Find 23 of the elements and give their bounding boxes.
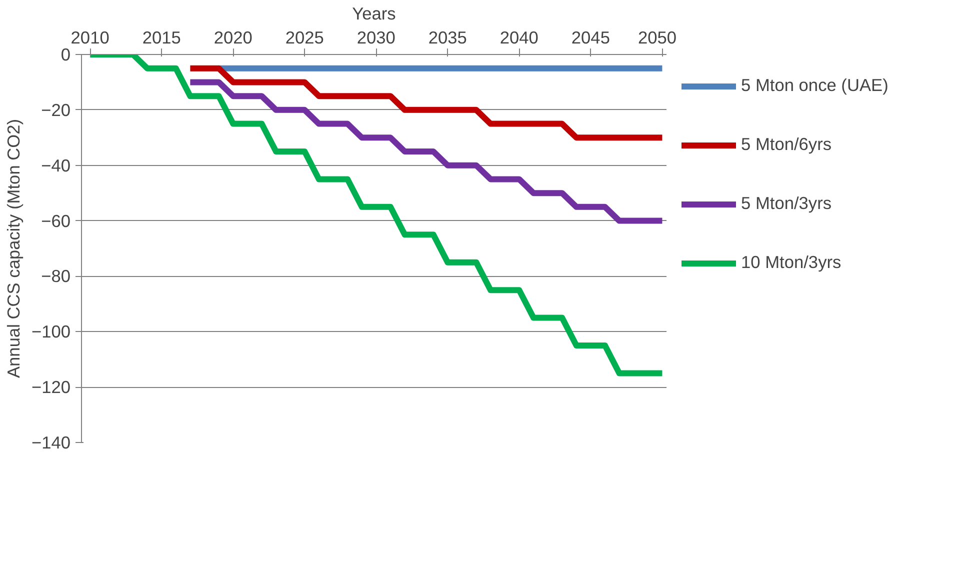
legend-label: 5 Mton/6yrs [741,134,832,155]
x-tick-label: 2025 [285,28,324,48]
y-tick-label: −100 [31,322,70,342]
y-tick-label: 0 [60,44,71,64]
x-tick-label: 2040 [500,28,538,48]
legend-label: 5 Mton once (UAE) [741,75,888,96]
y-axis-title: Annual CCS capacity (Mton CO2) [3,118,24,378]
y-tick-label: −140 [31,432,70,452]
x-tick-label: 2030 [356,28,396,48]
legend-label: 10 Mton/3yrs [741,252,842,273]
x-tick-label: 2010 [70,28,110,48]
x-tick-label: 2045 [571,28,610,48]
x-tick-label: 2015 [142,28,181,48]
x-tick-label: 2020 [214,28,252,48]
x-axis-title: Years [352,4,396,24]
x-tick-label: 2050 [638,28,677,48]
x-tick-label: 2035 [428,28,467,48]
y-tick-label: −80 [41,266,71,286]
y-tick-label: −40 [41,155,71,176]
y-tick-label: −120 [31,377,70,398]
legend-label: 5 Mton/3yrs [741,193,832,214]
y-tick-label: −60 [41,210,71,231]
y-tick-label: −20 [41,100,71,120]
